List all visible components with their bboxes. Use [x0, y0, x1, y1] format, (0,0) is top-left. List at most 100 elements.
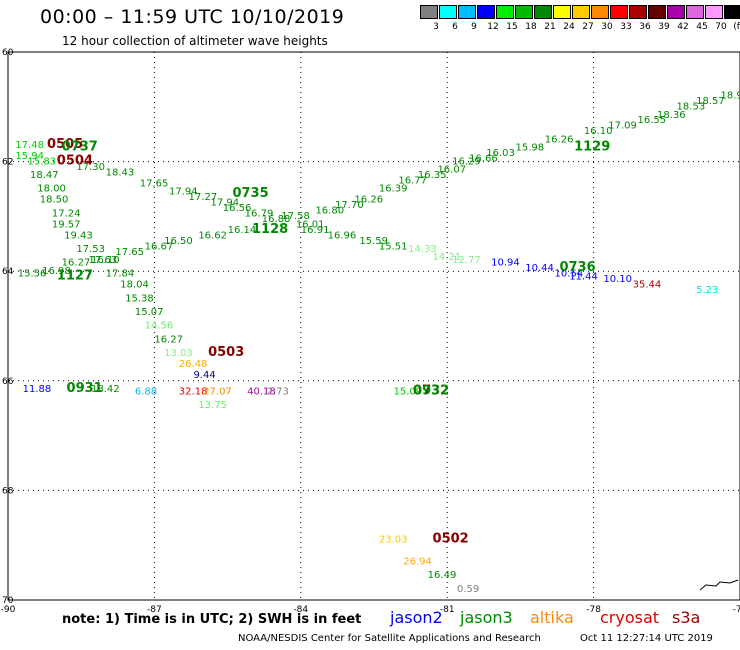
wave-height-label: 6.88: [135, 387, 157, 398]
wave-height-label: 16.55: [638, 115, 667, 126]
coastline: [699, 579, 739, 591]
wave-height-label: 16.01: [296, 219, 325, 230]
wave-height-label: 10.54: [555, 269, 584, 280]
legend-swatch: [515, 5, 533, 19]
legend-swatch: [458, 5, 476, 19]
legend-label: 30: [601, 22, 613, 32]
legend-swatch: [629, 5, 647, 19]
wave-height-label: 16.98: [42, 266, 71, 277]
wave-height-label: 16.07: [437, 165, 466, 176]
page-subtitle: 12 hour collection of altimeter wave hei…: [62, 34, 328, 48]
wave-height-label: 16.10: [91, 255, 120, 266]
wave-height-label: 16.26: [354, 195, 383, 206]
legend-label: 33: [620, 22, 632, 32]
wave-height-label: 17.65: [140, 178, 169, 189]
pass-time-label: 0504: [57, 153, 93, 168]
wave-height-label: 12.77: [452, 255, 481, 266]
wave-height-label: 13.75: [198, 400, 227, 411]
wave-height-label: 11.88: [23, 384, 52, 395]
wave-height-label: 10.10: [603, 274, 632, 285]
wave-height-label: 16.39: [379, 184, 408, 195]
legend-label: 70: [715, 22, 727, 32]
wave-height-label: 16.10: [584, 126, 613, 137]
lon-tick-label: -87: [147, 605, 162, 615]
wave-height-label: 18.57: [696, 96, 725, 107]
wave-height-label: 18.53: [677, 102, 706, 113]
pass-time-label: 1127: [57, 268, 93, 283]
wave-height-label: 19.57: [52, 219, 81, 230]
legend-label: 3: [433, 22, 439, 32]
wave-height-label: 17.65: [115, 247, 144, 258]
legend-swatch: [648, 5, 666, 19]
wave-height-label: 16.79: [245, 208, 274, 219]
lon-tick-label: -78: [586, 605, 601, 615]
wave-height-label: 11.44: [569, 271, 598, 282]
timestamp: Oct 11 12:27:14 UTC 2019: [580, 633, 713, 644]
wave-height-label: 15.09: [394, 387, 423, 398]
wave-height-label: 19.43: [64, 230, 93, 241]
wave-height-label: 17.84: [106, 269, 135, 280]
wave-height-label: 32.18: [179, 387, 208, 398]
pass-time-label: 0736: [559, 260, 595, 275]
wave-height-label: 17.53: [76, 244, 105, 255]
lat-tick-label: 70: [2, 596, 14, 606]
wave-height-label: 17.58: [281, 211, 310, 222]
wave-height-label: 14.21: [433, 252, 462, 263]
wave-height-label: 18.36: [657, 110, 686, 121]
legend-label: (ft): [733, 22, 740, 32]
wave-height-label: 26.48: [179, 359, 208, 370]
wave-height-label: 17.63: [89, 255, 118, 266]
pass-time-label: 0932: [413, 384, 449, 399]
wave-height-label: 15.07: [135, 307, 164, 318]
wave-height-label: 16.27: [154, 334, 183, 345]
wave-height-label: 16.27: [62, 258, 91, 269]
legend-label: 36: [639, 22, 651, 32]
wave-height-label: 16.96: [328, 230, 357, 241]
wave-height-label: 16.80: [315, 206, 344, 217]
wave-height-label: 40.18: [247, 387, 276, 398]
wave-height-label: 15.56: [18, 269, 47, 280]
wave-height-label: 18.47: [30, 170, 59, 181]
wave-height-label: 16.66: [469, 154, 498, 165]
wave-height-label: 18.42: [91, 384, 120, 395]
pass-time-label: 0505: [47, 137, 83, 152]
legend-swatch: [667, 5, 685, 19]
legend-swatch: [591, 5, 609, 19]
wave-height-label: 16.50: [164, 236, 193, 247]
wave-height-label: 17.94: [169, 186, 198, 197]
pass-time-label: 0502: [433, 531, 469, 546]
wave-height-label: 10.94: [491, 258, 520, 269]
lat-tick-label: 62: [2, 158, 13, 168]
legend-label: 18: [525, 22, 537, 32]
wave-height-label: 15.98: [516, 143, 545, 154]
wave-height-label: 17.30: [76, 162, 105, 173]
wave-height-label: 26.94: [403, 556, 432, 567]
wave-height-label: 16.03: [486, 148, 515, 159]
legend-label: 15: [506, 22, 518, 32]
pass-time-label: 0737: [62, 140, 98, 155]
wave-height-label: 16.77: [398, 176, 427, 187]
lat-tick-label: 66: [2, 377, 14, 387]
wave-height-label: 17.94: [211, 197, 240, 208]
wave-height-label: 16.62: [198, 230, 227, 241]
pass-time-label: 0503: [208, 345, 244, 360]
legend-swatch: [705, 5, 723, 19]
wave-height-label: 23.03: [379, 534, 408, 545]
legend-swatch: [420, 5, 438, 19]
satellite-name: s3a: [672, 608, 701, 627]
wave-height-label: 13.03: [164, 348, 193, 359]
legend-label: 12: [487, 22, 499, 32]
footer-note: note: 1) Time is in UTC; 2) SWH is in fe…: [62, 612, 362, 627]
legend-label: 24: [563, 22, 575, 32]
wave-height-label: 2.73: [267, 387, 289, 398]
wave-height-label: 17.09: [608, 121, 637, 132]
legend-label: 6: [452, 22, 458, 32]
wave-height-label: 16.67: [145, 241, 174, 252]
wave-height-label: 17.27: [189, 192, 218, 203]
lat-tick-label: 60: [2, 48, 14, 58]
wave-height-label: 16.56: [223, 203, 252, 214]
legend-swatch: [610, 5, 628, 19]
legend-swatch: [477, 5, 495, 19]
